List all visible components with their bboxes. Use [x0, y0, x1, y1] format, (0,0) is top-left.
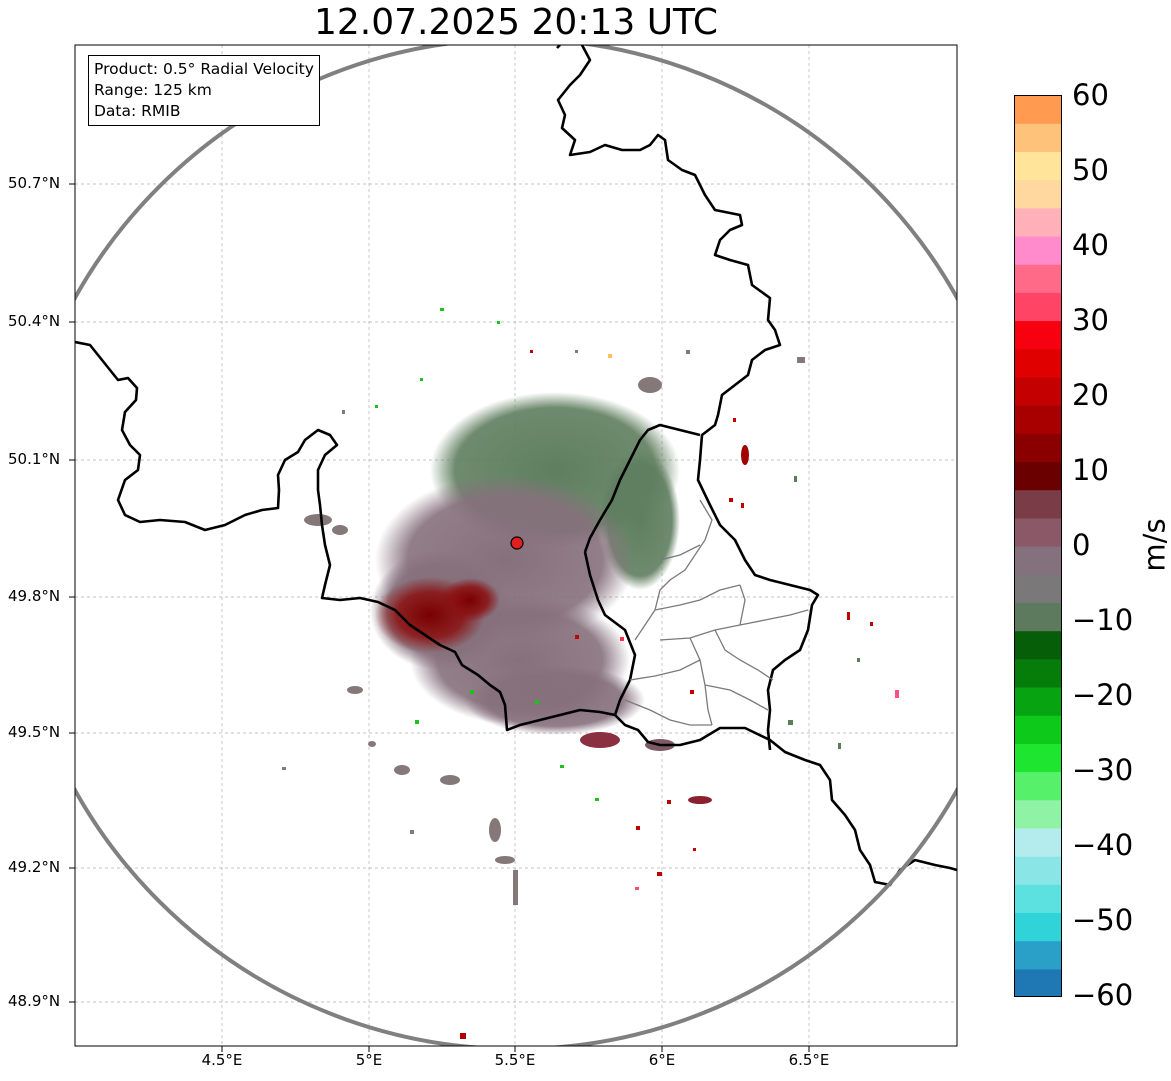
colorbar-swatch	[1014, 292, 1062, 322]
colorbar-swatch	[1014, 968, 1062, 997]
colorbar-swatch	[1014, 940, 1062, 970]
colorbar-swatch	[1014, 630, 1062, 660]
colorbar-tick-label: 50	[1072, 153, 1109, 187]
colorbar-tick-label: 40	[1072, 228, 1109, 262]
colorbar-tick-label: −40	[1072, 828, 1134, 862]
lon-tick-label: 6.5°E	[788, 1051, 830, 1069]
colorbar-tick-label: −30	[1072, 753, 1134, 787]
colorbar-tick-label: 60	[1072, 78, 1109, 112]
map-title: 12.07.2025 20:13 UTC	[313, 2, 719, 43]
radar-site-marker	[510, 536, 524, 550]
colorbar-swatch	[1014, 320, 1062, 350]
lon-tick-label: 6°E	[648, 1051, 676, 1069]
admin-borders	[624, 499, 809, 726]
colorbar-swatch	[1014, 743, 1062, 773]
info-range: Range: 125 km	[94, 81, 212, 99]
colorbar-swatch	[1014, 348, 1062, 378]
colorbar-swatch	[1014, 376, 1062, 406]
colorbar-tick-label: 20	[1072, 378, 1109, 412]
colorbar-swatch	[1014, 856, 1062, 885]
x-tick-marks	[221, 1046, 810, 1052]
colorbar-tick-label: −50	[1072, 903, 1134, 937]
lon-tick-label: 4.5°E	[201, 1051, 243, 1069]
y-tick-marks	[69, 183, 75, 1003]
info-data: Data: RMIB	[94, 102, 181, 120]
lat-tick-label: 49.2°N	[8, 858, 61, 876]
lat-tick-label: 49.8°N	[8, 587, 61, 605]
colorbar-unit-label: m/s	[1137, 518, 1171, 572]
colorbar-swatch	[1014, 179, 1062, 209]
colorbar-tick-label: −60	[1072, 978, 1134, 1012]
country-borders	[75, 45, 957, 887]
colorbar-swatch	[1014, 207, 1062, 237]
colorbar-swatch	[1014, 517, 1062, 547]
colorbar-swatch	[1014, 771, 1062, 801]
colorbar-swatch	[1014, 574, 1062, 603]
colorbar-swatch	[1014, 264, 1062, 293]
lat-tick-label: 50.4°N	[8, 312, 61, 330]
radar-echo-field	[304, 377, 749, 1039]
colorbar-tick-label: 0	[1072, 528, 1091, 562]
lat-tick-label: 50.7°N	[8, 174, 61, 192]
info-box: Product: 0.5° Radial Velocity Range: 125…	[88, 55, 320, 126]
colorbar-swatch	[1014, 489, 1062, 519]
colorbar-swatch	[1014, 151, 1062, 181]
colorbar-swatch	[1014, 827, 1062, 857]
colorbar-swatch	[1014, 799, 1062, 829]
lon-tick-label: 5.5°E	[494, 1051, 536, 1069]
colorbar-tick-label: 30	[1072, 303, 1109, 337]
colorbar-swatch	[1014, 686, 1062, 716]
colorbar-swatch	[1014, 235, 1062, 265]
colorbar-tick-label: −20	[1072, 678, 1134, 712]
radar-speckles	[282, 308, 899, 890]
colorbar-swatch	[1014, 405, 1062, 434]
lat-tick-label: 50.1°N	[8, 450, 61, 468]
colorbar-tick-label: 10	[1072, 453, 1109, 487]
colorbar-swatch	[1014, 715, 1062, 744]
lat-tick-label: 49.5°N	[8, 723, 61, 741]
map-frame	[74, 44, 958, 1047]
colorbar-tick-label: −10	[1072, 603, 1134, 637]
info-product: Product: 0.5° Radial Velocity	[94, 60, 314, 78]
lon-tick-label: 5°E	[355, 1051, 383, 1069]
colorbar-swatch	[1014, 123, 1062, 152]
lat-tick-label: 48.9°N	[8, 992, 61, 1010]
colorbar-swatch	[1014, 658, 1062, 688]
colorbar	[1014, 95, 1062, 997]
colorbar-swatch	[1014, 602, 1062, 632]
colorbar-swatch	[1014, 461, 1062, 491]
colorbar-swatch	[1014, 912, 1062, 942]
colorbar-swatch	[1014, 546, 1062, 575]
colorbar-swatch	[1014, 95, 1062, 124]
colorbar-swatch	[1014, 433, 1062, 463]
colorbar-frame	[1014, 95, 1062, 997]
colorbar-swatch	[1014, 884, 1062, 914]
